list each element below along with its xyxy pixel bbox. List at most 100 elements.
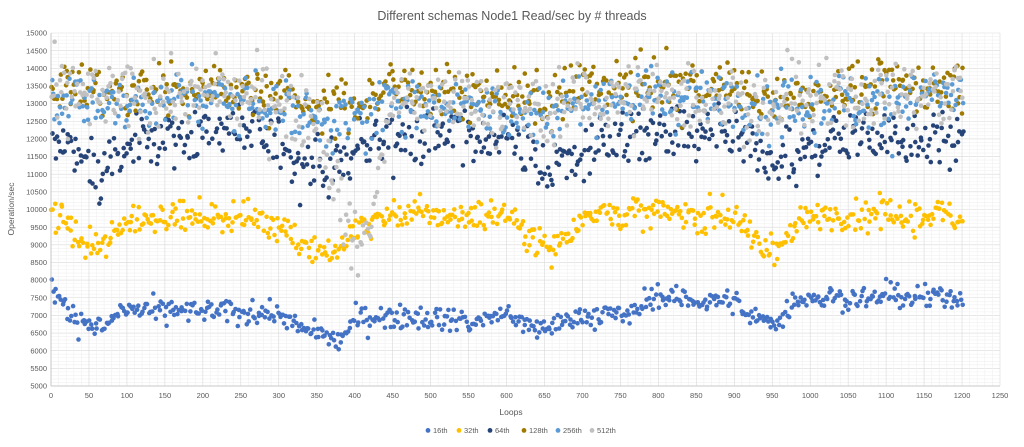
data-point-16th [927,303,933,309]
data-point-64th [462,108,468,113]
data-point-512th [806,87,812,92]
data-point-512th [232,77,237,82]
data-point-32th [238,212,243,218]
data-point-16th [549,331,555,336]
data-point-512th [666,83,671,88]
data-point-16th [838,292,844,298]
data-point-32th [808,209,814,214]
data-point-128th [617,72,623,77]
data-point-512th [212,81,218,87]
data-point-32th [853,227,858,232]
data-point-16th [714,302,719,308]
data-point-64th [368,146,373,152]
data-point-256th [639,94,644,99]
data-point-32th [272,232,277,238]
data-point-32th [638,203,644,208]
data-point-512th [659,88,664,94]
data-point-128th [791,95,796,101]
data-point-64th [406,124,412,130]
data-point-512th [654,62,660,68]
data-point-64th [326,195,332,200]
data-point-512th [234,116,240,121]
data-point-32th [724,217,730,222]
data-point-256th [853,121,859,127]
data-point-16th [184,301,190,307]
data-point-32th [607,202,612,208]
data-point-128th [683,71,688,76]
data-point-64th [337,169,342,175]
data-point-256th [560,78,566,83]
data-point-512th [871,121,877,126]
data-point-64th [736,135,741,140]
data-point-16th [944,299,949,305]
data-point-512th [124,93,129,99]
data-point-16th [196,311,201,316]
data-point-512th [686,113,692,118]
data-point-256th [385,85,391,90]
data-point-64th [419,161,424,167]
data-point-64th [754,141,759,146]
data-point-32th [391,197,397,203]
data-point-512th [527,106,533,112]
data-point-32th [853,196,859,201]
data-point-32th [279,223,285,229]
data-point-128th [598,91,604,97]
data-point-64th [132,132,138,138]
data-point-512th [646,91,651,96]
data-point-128th [419,70,424,75]
data-point-512th [149,85,154,90]
data-point-64th [272,132,277,137]
data-point-32th [547,244,553,250]
data-point-128th [522,71,528,76]
data-point-16th [237,314,242,320]
data-point-64th [961,129,966,134]
x-tick-label: 250 [235,391,248,400]
data-point-256th [476,99,482,105]
data-point-64th [865,130,870,136]
data-point-512th [316,108,322,113]
data-point-16th [62,297,68,302]
data-point-512th [130,71,135,76]
data-point-512th [170,99,176,105]
data-point-512th [317,157,323,163]
data-point-32th [386,217,392,222]
data-point-512th [104,95,109,100]
data-point-512th [860,101,865,107]
data-point-64th [832,135,838,141]
data-point-64th [438,133,443,138]
data-point-128th [531,88,537,93]
data-point-256th [849,98,855,104]
data-point-512th [236,78,242,83]
data-point-128th [850,63,855,69]
data-point-16th [322,333,327,339]
data-point-256th [741,127,746,133]
data-point-64th [481,145,487,150]
data-point-256th [369,136,375,142]
data-point-64th [317,164,322,169]
data-point-16th [957,291,963,296]
data-point-32th [897,204,902,209]
data-point-256th [900,109,905,114]
data-point-512th [118,103,123,109]
data-point-256th [334,103,339,109]
data-point-256th [585,106,591,112]
data-point-64th [257,126,263,132]
data-point-64th [612,121,618,127]
data-point-16th [423,317,428,322]
data-point-256th [66,113,71,119]
data-point-128th [520,94,525,99]
data-point-512th [936,112,942,118]
data-point-32th [73,219,79,224]
data-point-32th [59,204,65,209]
data-point-64th [344,152,349,157]
data-point-32th [231,199,236,204]
data-point-64th [447,128,452,134]
data-point-256th [832,106,837,111]
data-point-32th [114,227,120,233]
data-point-64th [755,168,760,173]
data-point-16th [939,288,944,293]
data-point-16th [394,310,400,315]
data-point-32th [136,204,142,210]
data-point-32th [132,229,138,234]
data-point-64th [625,142,630,148]
